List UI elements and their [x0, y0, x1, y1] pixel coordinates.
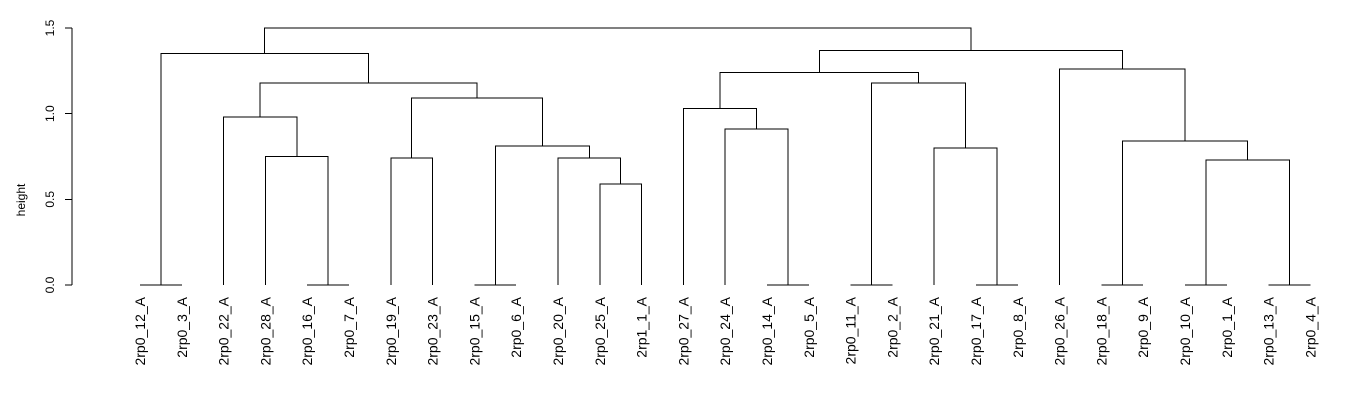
- leaf-label: 2rp0_26_A: [1052, 296, 1068, 365]
- leaf-labels: 2rp0_12_A 2rp0_3_A 2rp0_22_A 2rp0_28_A 2rp0_…: [132, 296, 1318, 365]
- leaf-label: 2rp0_13_A: [1261, 296, 1277, 365]
- leaf-label: 2rp0_2_A: [884, 296, 900, 357]
- leaf-label: 2rp0_27_A: [675, 296, 691, 365]
- dendrogram-branch: [933, 147, 998, 285]
- dendrogram-branch: [719, 72, 920, 109]
- leaf-label: 2rp0_24_A: [717, 296, 733, 365]
- leaf-label: 2rp0_7_A: [341, 296, 357, 357]
- leaf-label: 2rp0_17_A: [968, 296, 984, 365]
- dendrogram-branch: [264, 156, 329, 285]
- y-tick-label: 1.0: [43, 105, 57, 122]
- leaf-label: 2rp0_3_A: [174, 296, 190, 357]
- leaf-label: 2rp0_25_A: [592, 296, 608, 365]
- dendrogram-branches: [140, 27, 1311, 286]
- leaf-label: 2rp0_16_A: [299, 296, 315, 365]
- leaf-label: 2rp0_21_A: [926, 296, 942, 365]
- dendrogram-branch: [871, 82, 967, 285]
- leaf-label: 2rp0_5_A: [801, 296, 817, 357]
- leaf-label: 2rp0_11_A: [843, 296, 859, 364]
- dendrogram-branch: [390, 157, 434, 285]
- y-axis: 0.0 0.5 1.0 1.5: [43, 19, 73, 293]
- leaf-label: 2rp0_4_A: [1302, 296, 1318, 357]
- leaf-label: 2rp0_10_A: [1177, 296, 1193, 365]
- leaf-label: 2rp0_1_A: [1219, 296, 1235, 357]
- y-tick-label: 0.0: [43, 276, 57, 293]
- leaf-label: 2rp0_28_A: [257, 296, 273, 365]
- dendrogram-branch: [259, 82, 478, 118]
- leaf-label: 2rp0_9_A: [1135, 296, 1151, 357]
- dendrogram-branch: [1205, 159, 1290, 285]
- leaf-label: 2rp0_20_A: [550, 296, 566, 365]
- dendrogram-branch: [557, 157, 622, 285]
- leaf-label: 2rp0_19_A: [383, 296, 399, 365]
- leaf-label: 2rp0_23_A: [425, 296, 441, 365]
- dendrogram-branch: [599, 183, 643, 285]
- leaf-label: 2rp0_18_A: [1093, 296, 1109, 365]
- leaf-label: 2rp1_1_A: [634, 296, 650, 357]
- dendrogram-branch: [223, 116, 298, 285]
- y-tick-label: 1.5: [43, 19, 57, 36]
- y-axis-label: height: [14, 183, 28, 216]
- dendrogram-branch: [494, 145, 590, 285]
- leaf-label: 2rp0_8_A: [1010, 296, 1026, 357]
- dendrogram-branch: [160, 53, 370, 285]
- leaf-label: 2rp0_6_A: [508, 296, 524, 357]
- y-tick-label: 0.5: [43, 191, 57, 208]
- leaf-label: 2rp0_22_A: [216, 296, 232, 365]
- leaf-label: 2rp0_12_A: [132, 296, 148, 365]
- dendrogram-branch: [682, 108, 758, 285]
- leaf-label: 2rp0_14_A: [759, 296, 775, 365]
- dendrogram-branch: [1121, 140, 1249, 285]
- leaf-label: 2rp0_15_A: [466, 296, 482, 365]
- dendrogram-branch: [411, 97, 543, 159]
- dendrogram-branch: [724, 128, 789, 285]
- dendrogram-branch: [264, 27, 972, 54]
